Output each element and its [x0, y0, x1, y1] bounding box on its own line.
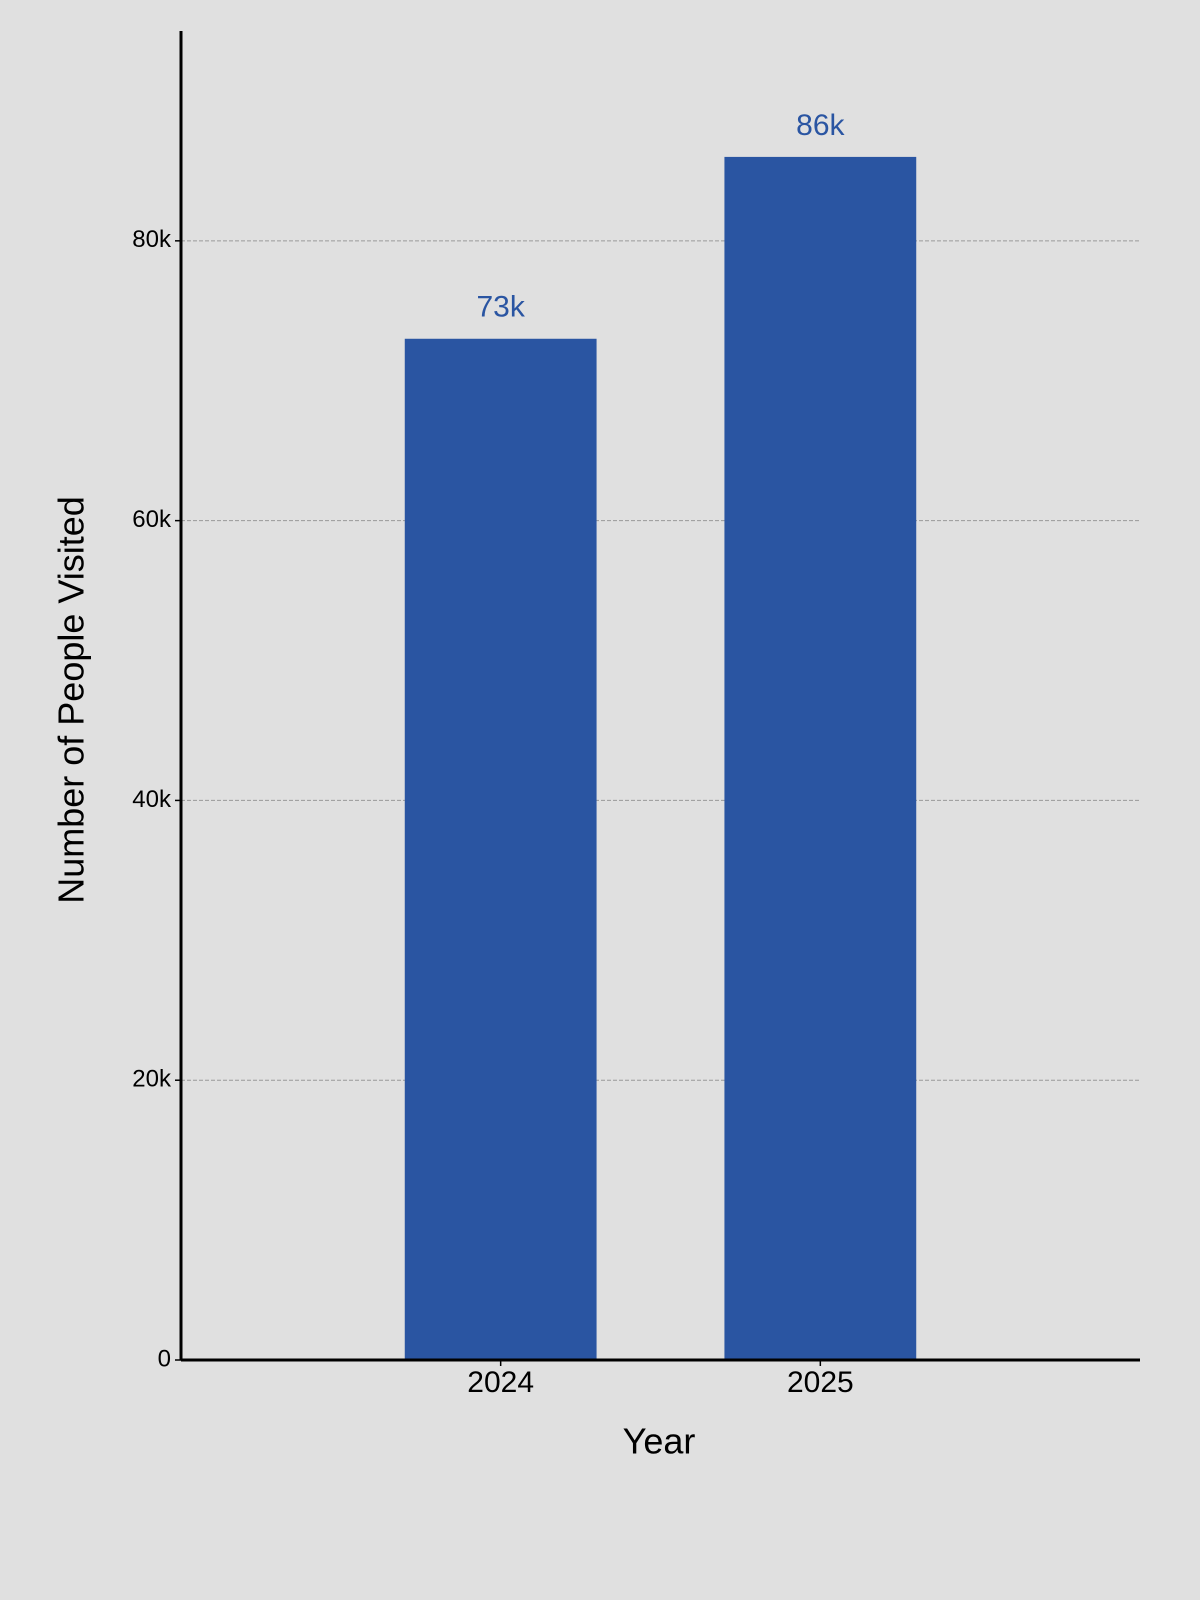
x-tick-label: 2024: [467, 1366, 534, 1399]
bar: [404, 338, 597, 1360]
data-label: 86k: [796, 109, 845, 142]
y-tick-label: 20k: [132, 1066, 172, 1093]
data-label: 73k: [476, 291, 525, 324]
y-tick-label: 80k: [132, 226, 172, 253]
y-axis-label: Number of People Visited: [51, 496, 92, 904]
y-tick-label: 60k: [132, 506, 172, 533]
y-tick-label: 0: [158, 1345, 171, 1372]
x-axis-label: Year: [623, 1421, 696, 1462]
bar: [724, 156, 917, 1360]
y-tick-label: 40k: [132, 786, 172, 813]
x-tick-label: 2025: [787, 1366, 854, 1399]
